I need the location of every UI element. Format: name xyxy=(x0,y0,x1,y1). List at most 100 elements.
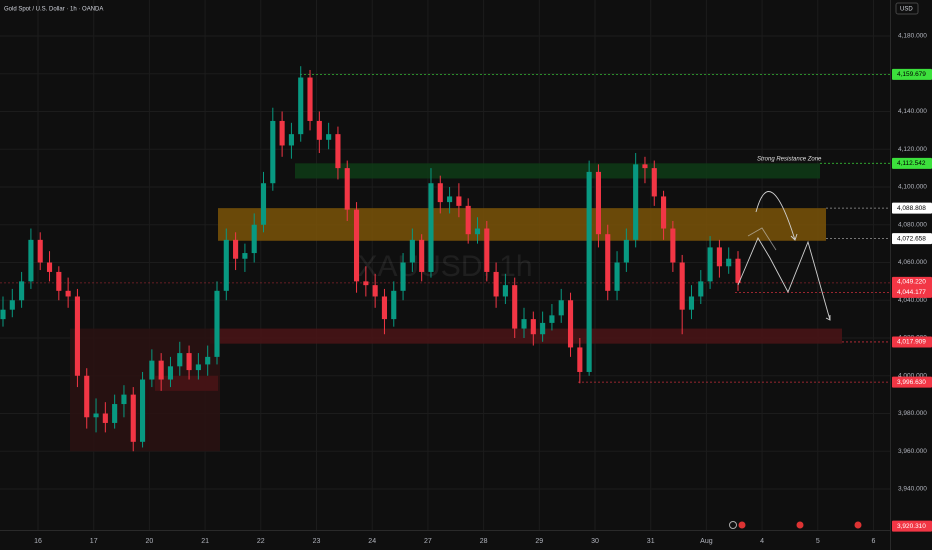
candle-body xyxy=(521,319,527,329)
projection-arrowhead xyxy=(825,315,831,321)
annotation: Strong Resistance Zone xyxy=(757,157,822,163)
candle-body xyxy=(9,300,15,310)
y-tick-label: 4,000.000 xyxy=(898,372,927,379)
zone xyxy=(218,208,826,241)
price-tag xyxy=(892,233,932,245)
candle-body xyxy=(530,319,536,335)
candle-body xyxy=(130,394,136,442)
x-tick-label: 30 xyxy=(591,538,599,545)
x-tick-label: 20 xyxy=(146,538,154,545)
candle-body xyxy=(512,285,518,329)
candle-body xyxy=(195,364,201,371)
candle-body xyxy=(595,171,602,235)
price-tag-label: 4,072.658 xyxy=(897,235,926,242)
candle-body xyxy=(158,360,164,380)
candle-body xyxy=(502,285,508,297)
candle-body xyxy=(419,239,425,272)
price-tag-label: 4,017.909 xyxy=(897,339,926,346)
candle-body xyxy=(549,315,555,323)
price-tag-label: 3,920.310 xyxy=(897,523,926,530)
y-tick-label: 4,120.000 xyxy=(898,146,927,153)
event-icon[interactable] xyxy=(729,521,737,529)
candle-body xyxy=(270,120,276,184)
candle-body xyxy=(540,322,546,335)
currency-box[interactable] xyxy=(895,2,919,15)
candle-body xyxy=(447,196,453,203)
price-lines xyxy=(0,73,890,383)
event-icon[interactable] xyxy=(796,521,804,529)
candle-body xyxy=(716,247,722,267)
candle-body xyxy=(205,356,211,365)
candle-body xyxy=(642,164,648,169)
zone xyxy=(210,328,842,344)
candle-body xyxy=(372,285,378,297)
candle-body xyxy=(577,347,583,372)
candle-body xyxy=(19,281,25,301)
candle-body xyxy=(121,394,127,405)
candle-body xyxy=(214,290,220,357)
candle-body xyxy=(326,134,332,140)
candle-body xyxy=(242,253,248,259)
candle-body xyxy=(149,360,155,380)
candle-body xyxy=(279,120,285,146)
candle-body xyxy=(456,196,462,206)
projection-curve xyxy=(755,191,796,241)
candle-body xyxy=(391,290,397,320)
zone xyxy=(295,163,820,179)
event-icon[interactable] xyxy=(854,521,862,529)
x-tick-label: 6 xyxy=(872,538,876,545)
x-tick-label: 24 xyxy=(368,538,376,545)
currency[interactable]: USD xyxy=(900,7,913,13)
event-icons xyxy=(729,521,862,529)
candle-body xyxy=(698,281,704,297)
candle-body xyxy=(316,120,322,140)
candle-body xyxy=(400,262,406,291)
candle-body xyxy=(74,296,80,376)
candle-body xyxy=(37,239,43,263)
candle-body xyxy=(707,247,713,282)
y-tick-label: 4,100.000 xyxy=(898,184,927,191)
watermark: XAUUSD, 1h xyxy=(357,250,532,283)
candle-body xyxy=(651,168,657,197)
candle-body xyxy=(735,258,741,283)
y-tick-label: 4,080.000 xyxy=(898,221,927,228)
y-tick-label: 4,060.000 xyxy=(898,259,927,266)
candle-body xyxy=(186,353,192,371)
y-tick-label: 4,040.000 xyxy=(898,297,927,304)
x-tick-label: 22 xyxy=(257,538,265,545)
candle-body xyxy=(84,375,90,418)
y-tick-label: 3,980.000 xyxy=(898,410,927,417)
price-tag xyxy=(892,68,932,80)
candle-body xyxy=(65,290,71,297)
x-tick-label: 29 xyxy=(535,538,543,545)
candles xyxy=(0,66,741,452)
candle-body xyxy=(233,239,239,259)
candle-body xyxy=(28,239,34,282)
candle-body xyxy=(633,164,639,240)
candle-body xyxy=(56,271,62,291)
price-tag xyxy=(892,157,932,169)
candle-body xyxy=(558,300,564,316)
price-tag-label: 4,112.542 xyxy=(897,160,926,167)
price-tag-label: 3,996.630 xyxy=(897,379,926,386)
x-tick-label: 5 xyxy=(816,538,820,545)
price-tag xyxy=(892,376,932,388)
x-tick-label: 16 xyxy=(34,538,42,545)
candle-body xyxy=(335,134,341,169)
zones xyxy=(70,163,842,452)
x-tick-label: 28 xyxy=(480,538,488,545)
candle-body xyxy=(493,271,499,297)
candle-body xyxy=(112,404,118,423)
candle-body xyxy=(437,183,443,203)
candle-body xyxy=(726,258,732,267)
candle-body xyxy=(298,77,304,135)
x-tick-label: 27 xyxy=(424,538,432,545)
x-tick-label: 4 xyxy=(760,538,764,545)
event-icon[interactable] xyxy=(738,521,746,529)
price-tag xyxy=(892,520,932,532)
candle-body xyxy=(167,366,174,380)
projection-zigzag xyxy=(737,237,831,321)
candle-body xyxy=(223,239,229,291)
candle-body xyxy=(288,134,294,146)
